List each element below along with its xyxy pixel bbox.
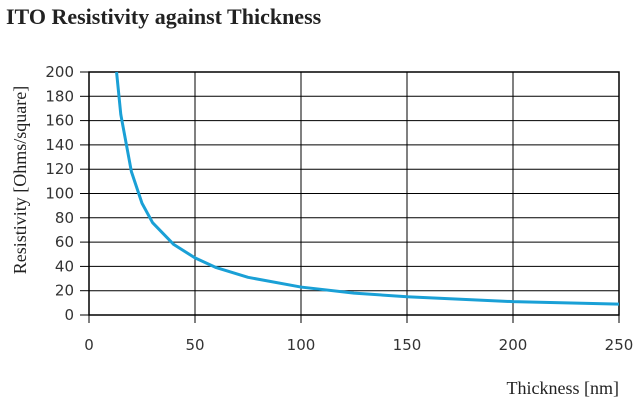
x-tick-label: 250: [605, 336, 634, 354]
plot-frame: [88, 71, 620, 316]
x-tick-label: 0: [84, 336, 94, 354]
x-tick-label: 100: [287, 336, 316, 354]
y-tick-label: 100: [45, 185, 74, 203]
y-axis-label: Resistivity [Ohms/square]: [10, 86, 30, 274]
y-tick-label: 120: [45, 160, 74, 178]
x-tick-label: 150: [393, 336, 422, 354]
y-tick-label: 180: [45, 87, 74, 105]
y-tick-label: 80: [55, 209, 74, 227]
x-tick-label: 50: [185, 336, 204, 354]
x-tick-label: 200: [499, 336, 528, 354]
chart-title: ITO Resistivity against Thickness: [6, 4, 322, 29]
x-axis-label: Thickness [nm]: [507, 378, 619, 398]
y-tick-label: 60: [55, 233, 74, 251]
y-tick-label: 160: [45, 112, 74, 130]
data-line: [115, 71, 620, 306]
y-tick-label: 20: [55, 282, 74, 300]
y-tick-label: 200: [45, 63, 74, 81]
y-tick-label: 140: [45, 136, 74, 154]
y-tick-label: 0: [64, 306, 74, 324]
y-tick-label: 40: [55, 257, 74, 275]
